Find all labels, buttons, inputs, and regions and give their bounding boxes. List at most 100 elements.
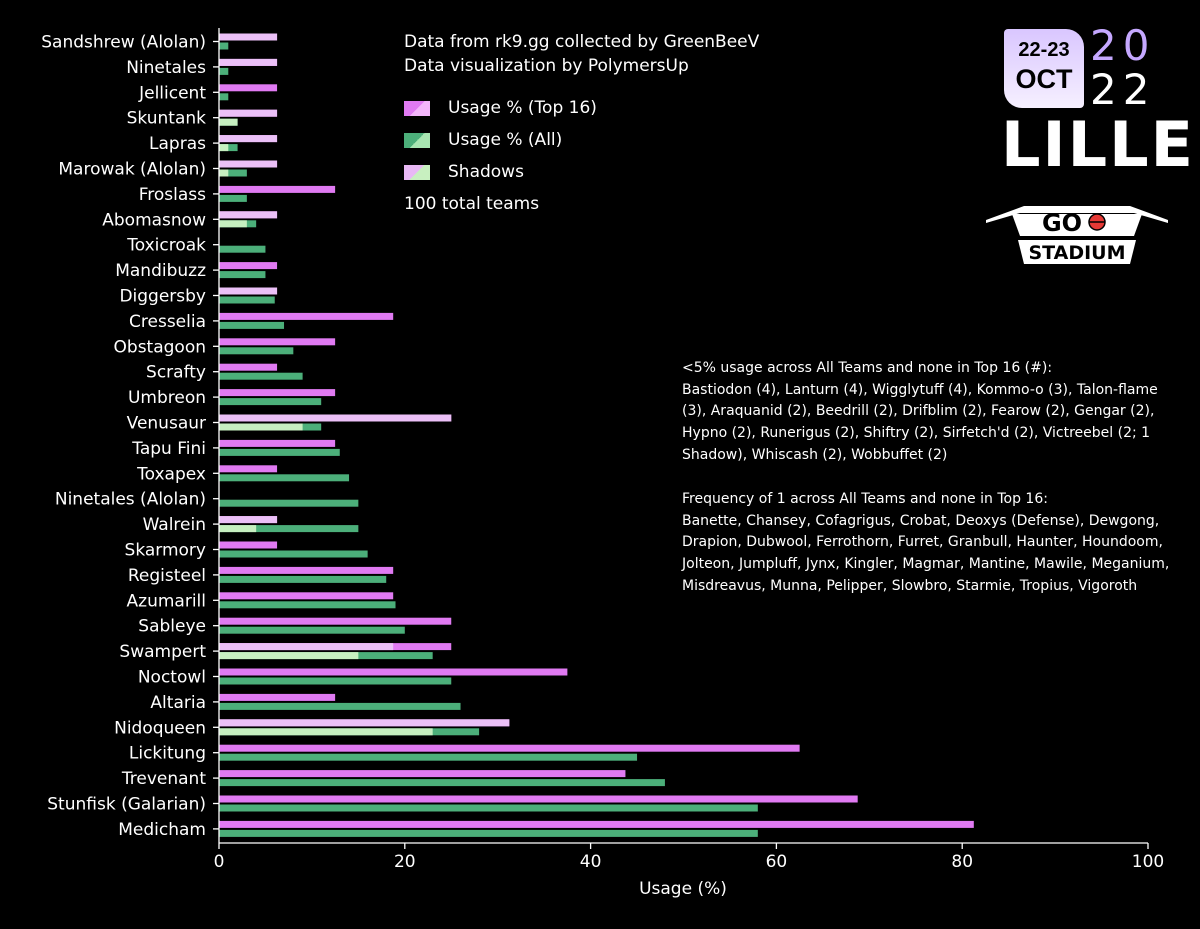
bar-shadow-top16 bbox=[219, 160, 278, 168]
low-usage-list: Bastiodon (4), Lanturn (4), Wigglytuff (… bbox=[682, 381, 1158, 463]
event-dates-badge: 22-23 OCT bbox=[1004, 29, 1084, 108]
bar-shadow-top16 bbox=[219, 719, 510, 727]
bar-all bbox=[219, 626, 405, 634]
legend: Usage % (Top 16) Usage % (All) Shadows bbox=[404, 92, 597, 188]
category-label: Registeel bbox=[128, 566, 206, 586]
bar-top16 bbox=[219, 439, 336, 447]
bar-all bbox=[219, 347, 294, 355]
low-usage-note: <5% usage across All Teams and none in T… bbox=[682, 358, 1172, 467]
bar-shadow-all bbox=[219, 144, 229, 152]
x-tick-label: 80 bbox=[951, 852, 973, 872]
category-label: Swampert bbox=[119, 642, 206, 662]
bar-all bbox=[219, 499, 359, 507]
credit-data-source: Data from rk9.gg collected by GreenBeeV bbox=[404, 32, 760, 52]
bar-top16 bbox=[219, 312, 394, 320]
category-label: Azumarill bbox=[127, 591, 206, 611]
x-axis-title: Usage (%) bbox=[639, 879, 727, 899]
category-label: Diggersby bbox=[119, 287, 206, 307]
category-label: Nidoqueen bbox=[114, 718, 206, 738]
bar-shadow-all bbox=[219, 423, 303, 431]
legend-item-shadows: Shadows bbox=[404, 156, 597, 188]
category-label: Froslass bbox=[139, 185, 206, 205]
legend-swatch-top16 bbox=[404, 100, 430, 116]
category-labels: Sandshrew (Alolan) Ninetales Jellicent Skun… bbox=[41, 33, 206, 840]
category-label: Mandibuzz bbox=[115, 261, 206, 281]
bar-top16 bbox=[219, 541, 278, 549]
legend-item-top16: Usage % (Top 16) bbox=[404, 92, 597, 124]
bar-all bbox=[219, 194, 247, 202]
event-city: LILLE bbox=[1001, 108, 1195, 181]
bar-top16 bbox=[219, 744, 800, 752]
bar-all bbox=[219, 271, 266, 279]
bar-all bbox=[219, 372, 303, 380]
credits: Data from rk9.gg collected by GreenBeeV … bbox=[404, 30, 759, 78]
bar-all bbox=[219, 804, 758, 812]
bar-all bbox=[219, 93, 229, 101]
bar-all bbox=[219, 169, 247, 177]
category-label: Ninetales bbox=[126, 58, 206, 78]
logo-stadium-text: STADIUM bbox=[1028, 242, 1125, 264]
bar-all bbox=[219, 702, 461, 710]
category-label: Skuntank bbox=[127, 109, 207, 129]
bar-all bbox=[219, 398, 322, 406]
category-label: Toxicroak bbox=[126, 236, 206, 256]
category-label: Jellicent bbox=[138, 83, 206, 103]
bar-all bbox=[219, 67, 229, 75]
x-tick-label: 20 bbox=[394, 852, 416, 872]
bar-shadow-top16 bbox=[219, 643, 394, 651]
x-tick-label: 100 bbox=[1132, 852, 1164, 872]
category-label: Walrein bbox=[143, 515, 206, 535]
category-label: Trevenant bbox=[121, 769, 206, 789]
bar-shadow-top16 bbox=[219, 414, 452, 422]
category-label: Abomasnow bbox=[102, 210, 206, 230]
category-label: Obstagoon bbox=[114, 337, 206, 357]
category-label: Ninetales (Alolan) bbox=[55, 490, 206, 510]
bar-top16 bbox=[219, 592, 394, 600]
bar-marks bbox=[219, 33, 974, 837]
legend-label-all: Usage % (All) bbox=[448, 130, 563, 150]
bar-all bbox=[219, 601, 396, 609]
category-label: Venusaur bbox=[127, 414, 206, 434]
bar-top16 bbox=[219, 617, 452, 625]
event-year-part-1: 20 bbox=[1090, 21, 1156, 70]
bar-top16 bbox=[219, 363, 278, 371]
bar-all bbox=[219, 321, 285, 329]
bar-all bbox=[219, 448, 340, 456]
bar-all bbox=[219, 753, 638, 761]
bar-shadow-all bbox=[219, 220, 247, 228]
bar-shadow-top16 bbox=[219, 58, 278, 66]
legend-swatch-all bbox=[404, 132, 430, 148]
category-label: Lickitung bbox=[129, 744, 206, 764]
category-label: Toxapex bbox=[136, 464, 206, 484]
bar-top16 bbox=[219, 338, 336, 346]
bar-shadow-top16 bbox=[219, 211, 278, 219]
event-year: 20 22 bbox=[1090, 24, 1170, 112]
x-tick-label: 60 bbox=[766, 852, 788, 872]
bar-top16 bbox=[219, 770, 626, 778]
bar-all bbox=[219, 474, 350, 482]
bar-all bbox=[219, 677, 452, 685]
bar-top16 bbox=[219, 820, 974, 828]
bar-shadow-all bbox=[219, 118, 238, 126]
total-teams: 100 total teams bbox=[404, 194, 540, 214]
bar-shadow-all bbox=[219, 169, 229, 177]
bar-top16 bbox=[219, 566, 394, 574]
category-label: Noctowl bbox=[138, 668, 206, 688]
legend-label-shadows: Shadows bbox=[448, 162, 524, 182]
bar-all bbox=[219, 245, 266, 253]
event-days: 22-23 bbox=[1018, 39, 1070, 61]
frequency-one-title: Frequency of 1 across All Teams and none… bbox=[682, 491, 1048, 507]
category-label: Lapras bbox=[149, 134, 206, 154]
category-label: Medicham bbox=[118, 820, 206, 840]
bar-top16 bbox=[219, 693, 336, 701]
bar-shadow-top16 bbox=[219, 516, 278, 524]
frequency-one-list: Banette, Chansey, Cofagrigus, Crobat, De… bbox=[682, 512, 1170, 594]
credit-visualization: Data visualization by PolymersUp bbox=[404, 56, 689, 76]
x-axis: 0 20 40 60 80 100 bbox=[213, 28, 1164, 872]
bar-shadow-all bbox=[219, 728, 433, 736]
bar-all bbox=[219, 42, 229, 50]
bar-top16 bbox=[219, 668, 568, 676]
bar-top16 bbox=[219, 262, 278, 270]
bar-all bbox=[219, 144, 238, 152]
